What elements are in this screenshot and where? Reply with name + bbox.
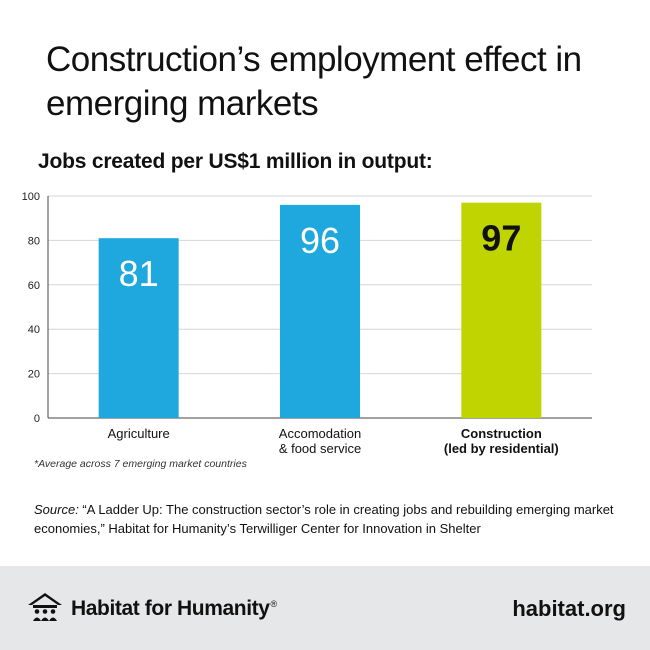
y-tick-label: 0 xyxy=(34,413,40,425)
source-citation: Source: “A Ladder Up: The construction s… xyxy=(34,500,624,538)
brand-name: Habitat for Humanity® xyxy=(71,597,277,621)
bar-value-label: 97 xyxy=(481,218,521,259)
chart-subtitle: Jobs created per US$1 million in output: xyxy=(38,150,433,173)
x-category-label: Construction xyxy=(461,426,542,441)
x-category-label: (led by residential) xyxy=(444,441,559,456)
bar xyxy=(280,204,360,418)
source-label: Source: xyxy=(34,502,79,517)
x-category-label: Agriculture xyxy=(108,426,170,441)
brand-name-text: Habitat for Humanity xyxy=(71,597,270,620)
chart-footnote: *Average across 7 emerging market countr… xyxy=(34,458,247,470)
page-title: Construction’s employment effect in emer… xyxy=(46,40,582,123)
y-tick-label: 80 xyxy=(28,235,40,247)
x-category-label: Accomodation xyxy=(279,426,361,441)
y-tick-label: 60 xyxy=(28,280,40,292)
footer-bar: Habitat for Humanity® habitat.org xyxy=(0,566,650,650)
source-text: “A Ladder Up: The construction sector’s … xyxy=(34,502,614,536)
x-category-label: & food service xyxy=(279,441,361,456)
y-tick-label: 100 xyxy=(22,191,40,203)
brand-lockup[interactable]: Habitat for Humanity® xyxy=(27,592,277,627)
y-tick-label: 20 xyxy=(28,369,40,381)
bar-value-label: 96 xyxy=(300,220,340,261)
habitat-logo-icon xyxy=(27,592,63,627)
registered-mark: ® xyxy=(270,599,278,609)
bar xyxy=(98,238,179,418)
bar-value-label: 81 xyxy=(119,253,159,294)
y-tick-label: 40 xyxy=(28,324,40,336)
website-link[interactable]: habitat.org xyxy=(512,596,626,621)
bar xyxy=(461,202,542,418)
bar-chart: 0 20 40 60 80 100 81 Agriculture 96 Accomodation&… xyxy=(22,191,592,456)
